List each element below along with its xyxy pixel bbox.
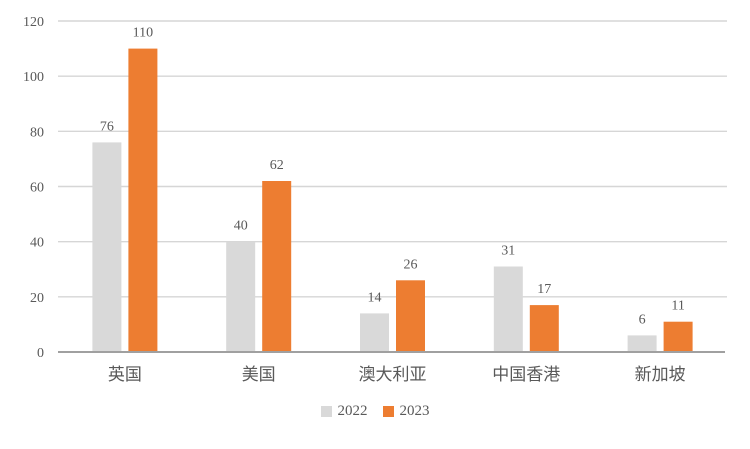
legend-swatch-2023-icon	[382, 406, 394, 417]
bar-value-label: 6	[639, 312, 646, 327]
x-axis-category-label: 中国香港	[492, 365, 560, 384]
chart-legend: 2022 2023	[0, 403, 750, 420]
x-axis-category-label: 新加坡	[635, 365, 686, 384]
bar-2022-category-1	[226, 241, 256, 352]
y-axis-tick-label: 60	[30, 181, 44, 196]
x-axis-category-label: 美国	[242, 365, 276, 384]
bar-2023-category-0	[128, 48, 158, 352]
bar-value-label: 31	[501, 244, 515, 259]
bar-2023-category-3	[529, 305, 559, 352]
x-axis-category-label: 澳大利亚	[359, 365, 427, 384]
y-axis-tick-label: 40	[30, 236, 44, 251]
chart-plot-area: 0 20 40 60 80 100 120 76 110 英国 40 62 美国 14 26 澳大利亚 31 17…	[23, 15, 727, 384]
bar-value-label: 17	[537, 282, 551, 297]
bar-value-label: 14	[368, 290, 382, 305]
bar-value-label: 11	[671, 299, 684, 314]
bar-value-label: 110	[133, 26, 153, 41]
bar-2023-category-4	[663, 321, 693, 352]
y-axis-tick-label: 20	[30, 291, 44, 306]
legend-item-2023: 2023	[382, 403, 430, 420]
y-axis-tick-label: 100	[23, 70, 44, 85]
bar-2023-category-1	[262, 181, 292, 352]
bar-value-label: 62	[270, 158, 284, 173]
bar-2022-category-0	[92, 142, 122, 352]
bar-2023-category-2	[396, 280, 425, 352]
legend-swatch-2022-icon	[320, 406, 332, 417]
bar-value-label: 26	[404, 257, 418, 272]
bar-2022-category-4	[627, 335, 657, 352]
legend-item-2022: 2022	[320, 403, 368, 420]
bar-2022-category-3	[493, 266, 523, 352]
y-axis-tick-label: 0	[37, 346, 44, 361]
bar-value-label: 76	[100, 119, 114, 134]
y-axis-tick-label: 120	[23, 15, 44, 30]
x-axis-category-label: 英国	[108, 365, 142, 384]
bar-value-label: 40	[234, 219, 248, 234]
y-axis-tick-label: 80	[30, 125, 44, 140]
legend-label-2022: 2022	[337, 403, 368, 419]
legend-label-2023: 2023	[399, 403, 430, 419]
bar-2022-category-2	[360, 313, 389, 352]
